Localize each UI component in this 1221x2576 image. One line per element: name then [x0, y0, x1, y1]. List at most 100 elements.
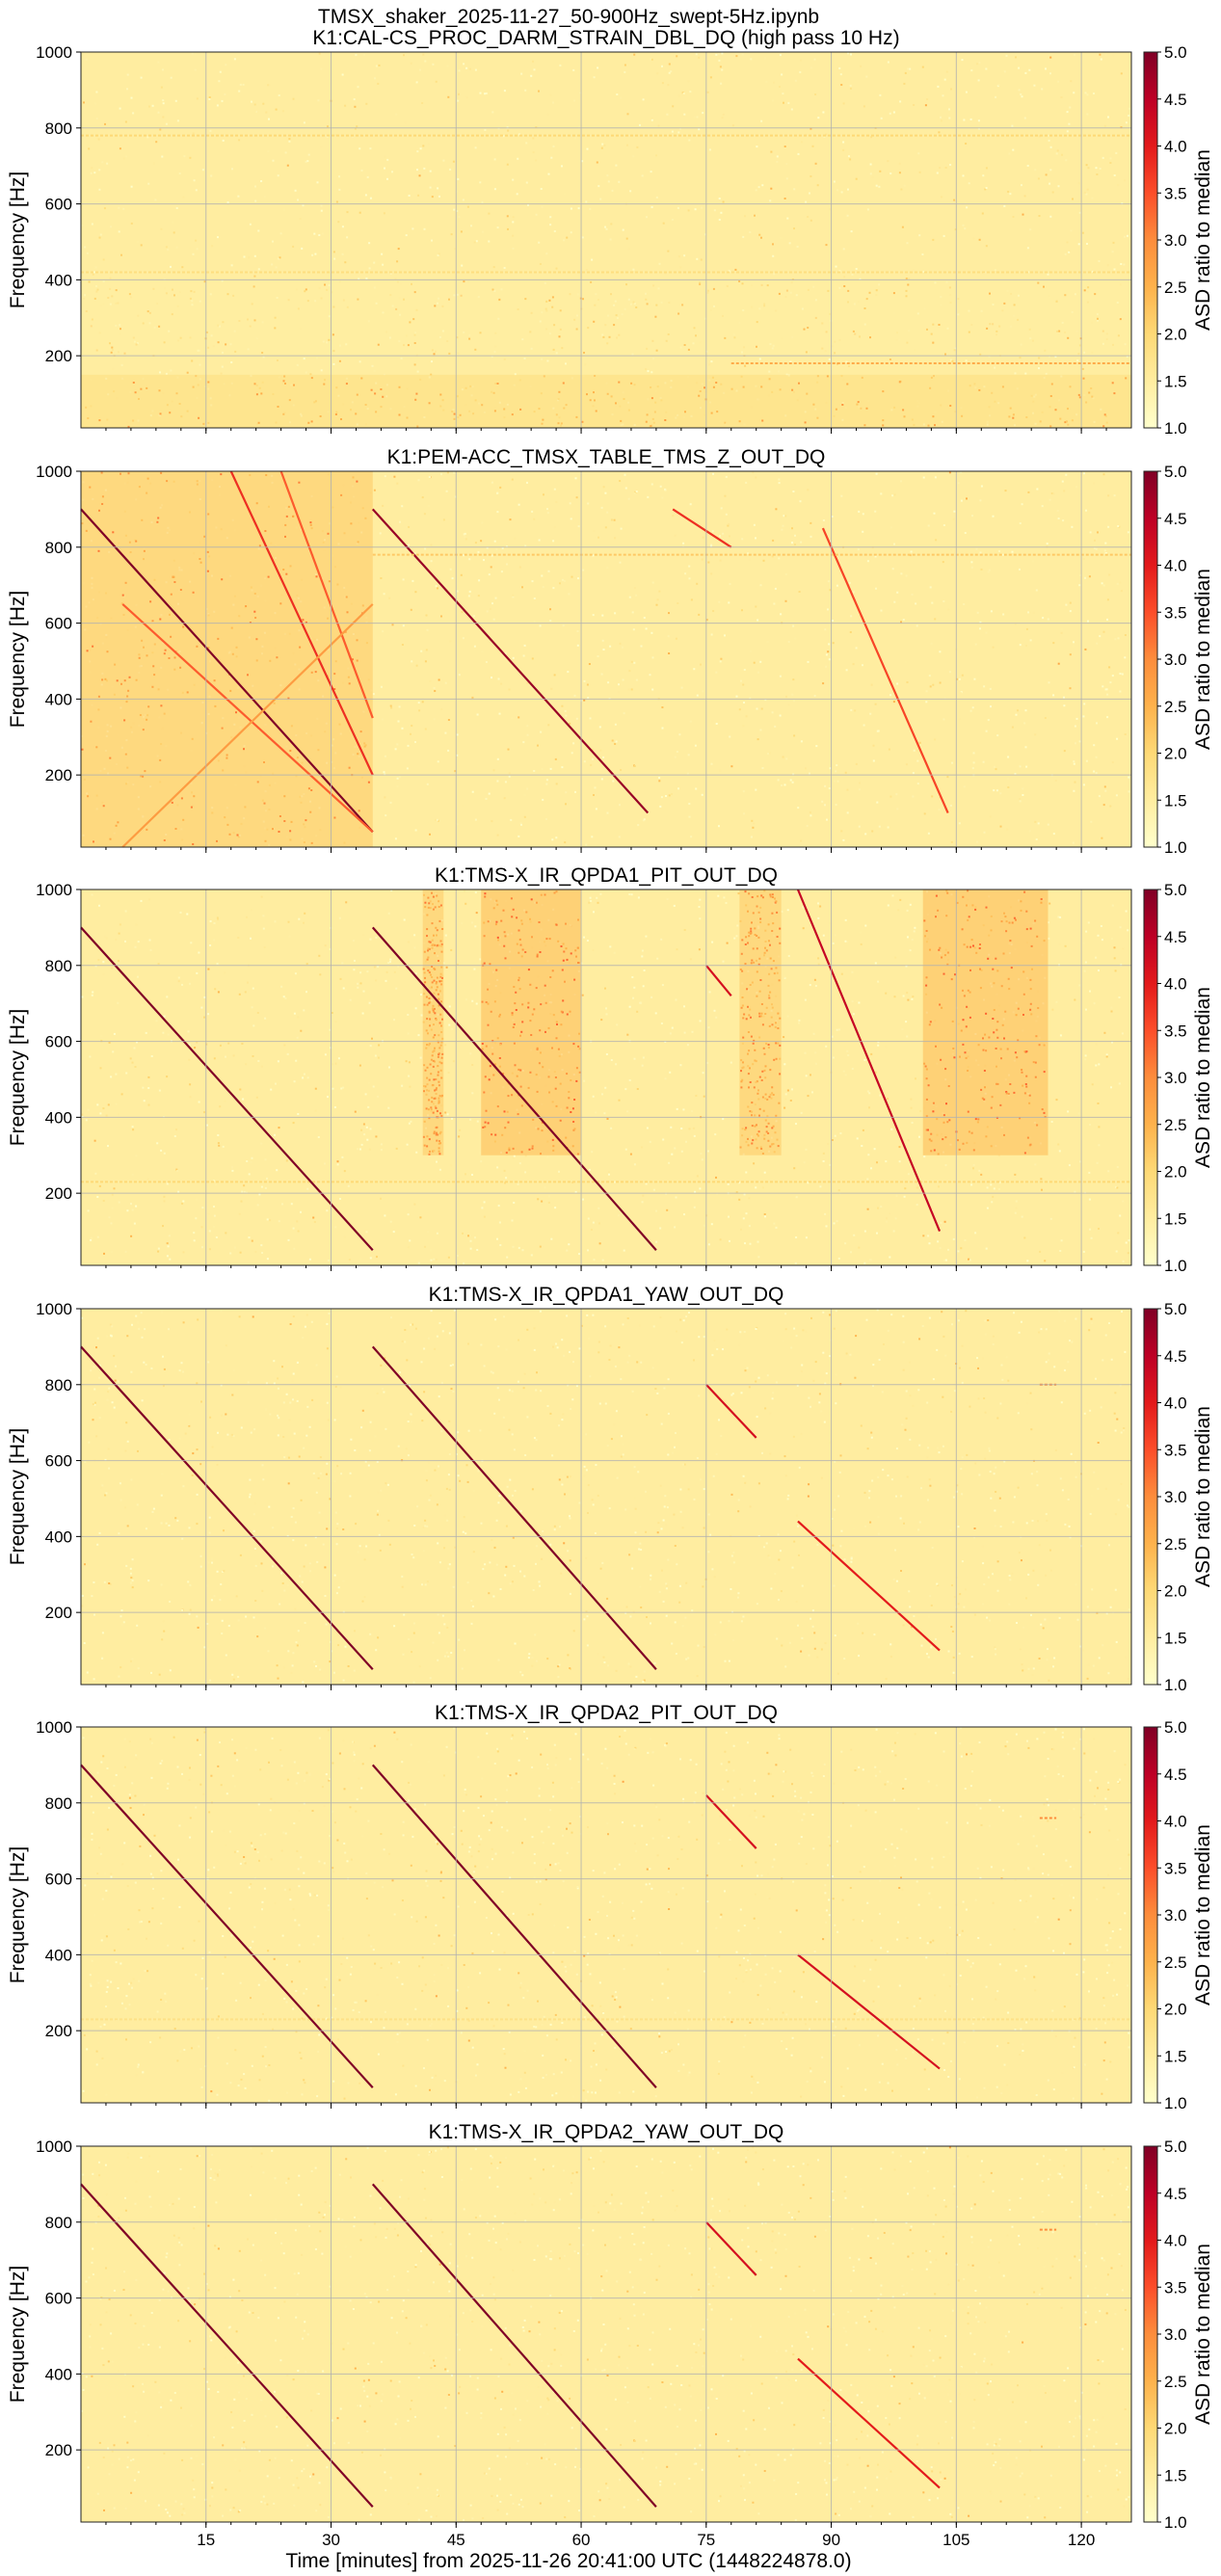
noise-speck: [999, 792, 1002, 795]
noise-speck: [844, 940, 847, 943]
noise-speck: [887, 61, 889, 64]
noise-speck: [360, 1143, 363, 1146]
noise-speck: [287, 1238, 290, 1241]
noise-speck: [768, 752, 771, 755]
noise-speck: [699, 898, 702, 901]
band-speck: [491, 390, 493, 393]
noise-speck: [951, 761, 953, 764]
noise-speck: [243, 255, 246, 258]
noise-speck: [1095, 167, 1098, 170]
band-speck: [861, 376, 863, 379]
noise-speck: [442, 159, 445, 162]
noise-speck: [1088, 1198, 1091, 1201]
noise-speck: [783, 975, 785, 978]
noise-speck: [900, 480, 902, 483]
noise-speck: [458, 216, 461, 219]
band-speck: [164, 649, 167, 651]
noise-speck: [783, 1036, 785, 1039]
noise-speck: [664, 1077, 667, 1080]
noise-speck: [496, 757, 499, 760]
noise-speck: [1021, 503, 1023, 506]
noise-speck: [1056, 149, 1059, 152]
band-speck: [693, 327, 696, 330]
noise-speck: [658, 590, 661, 593]
band-speck: [664, 419, 667, 421]
band-speck: [163, 341, 166, 344]
noise-speck: [912, 772, 915, 775]
spectrogram-panel: K1:TMS-X_IR_QPDA1_PIT_OUT_DQ200400600800…: [7, 864, 1214, 1275]
noise-speck: [985, 631, 988, 634]
noise-speck: [424, 547, 427, 550]
noise-speck: [600, 778, 603, 781]
noise-speck: [498, 712, 501, 715]
noise-speck: [1103, 1031, 1106, 1034]
noise-speck: [358, 1064, 361, 1067]
band-speck: [1071, 419, 1074, 422]
band-speck: [422, 1135, 425, 1138]
noise-speck: [1014, 1211, 1017, 1214]
noise-speck: [359, 971, 362, 974]
band-speck: [423, 1085, 425, 1087]
noise-speck: [1048, 356, 1050, 359]
noise-speck: [131, 1208, 134, 1211]
noise-speck: [927, 832, 930, 835]
noise-speck: [810, 535, 812, 538]
noise-speck: [601, 614, 604, 617]
noise-speck: [1066, 111, 1069, 114]
noise-speck: [976, 611, 979, 614]
noise-speck: [626, 113, 629, 116]
noise-speck: [975, 547, 978, 550]
band-speck: [178, 403, 181, 405]
noise-speck: [683, 1213, 685, 1216]
noise-speck: [414, 1007, 417, 1010]
noise-speck: [624, 487, 627, 490]
band-speck: [142, 322, 145, 325]
band-speck: [440, 1031, 443, 1033]
noise-speck: [146, 1178, 149, 1181]
noise-speck: [282, 996, 285, 998]
noise-speck: [545, 818, 547, 820]
noise-speck: [858, 825, 861, 828]
noise-speck: [784, 515, 787, 518]
noise-speck: [939, 167, 942, 170]
noise-speck: [1093, 744, 1096, 747]
noise-speck: [245, 1063, 248, 1066]
noise-speck: [979, 621, 982, 624]
band-speck: [357, 298, 359, 301]
band-speck: [438, 1095, 441, 1098]
noise-speck: [682, 93, 685, 94]
noise-speck: [1063, 490, 1066, 492]
noise-speck: [337, 1057, 340, 1060]
noise-speck: [752, 826, 755, 829]
noise-speck: [936, 172, 939, 174]
noise-speck: [998, 1182, 1001, 1184]
noise-speck: [983, 685, 986, 688]
noise-speck: [1120, 126, 1123, 129]
noise-speck: [561, 766, 564, 769]
noise-speck: [281, 110, 284, 113]
noise-speck: [825, 653, 828, 656]
noise-speck: [414, 972, 417, 975]
noise-speck: [696, 1175, 699, 1178]
band-speck: [433, 1023, 435, 1026]
spectrogram-panels: K1:CAL-CS_PROC_DARM_STRAIN_DBL_DQ (high …: [7, 27, 1214, 2549]
noise-speck: [1069, 687, 1072, 690]
noise-speck: [624, 1088, 627, 1091]
noise-speck: [485, 92, 488, 94]
noise-speck: [842, 102, 845, 105]
noise-speck: [169, 1258, 172, 1261]
noise-speck: [465, 66, 468, 69]
noise-speck: [348, 1259, 351, 1261]
band-speck: [838, 339, 841, 342]
noise-speck: [1127, 929, 1129, 932]
noise-speck: [546, 568, 549, 571]
band-speck: [91, 318, 93, 321]
noise-speck: [324, 1053, 327, 1056]
noise-speck: [1057, 662, 1060, 665]
noise-speck: [593, 794, 595, 796]
noise-speck: [199, 363, 201, 366]
noise-speck: [779, 54, 782, 57]
noise-speck: [137, 941, 140, 943]
band-speck: [779, 388, 782, 391]
noise-speck: [828, 358, 831, 360]
